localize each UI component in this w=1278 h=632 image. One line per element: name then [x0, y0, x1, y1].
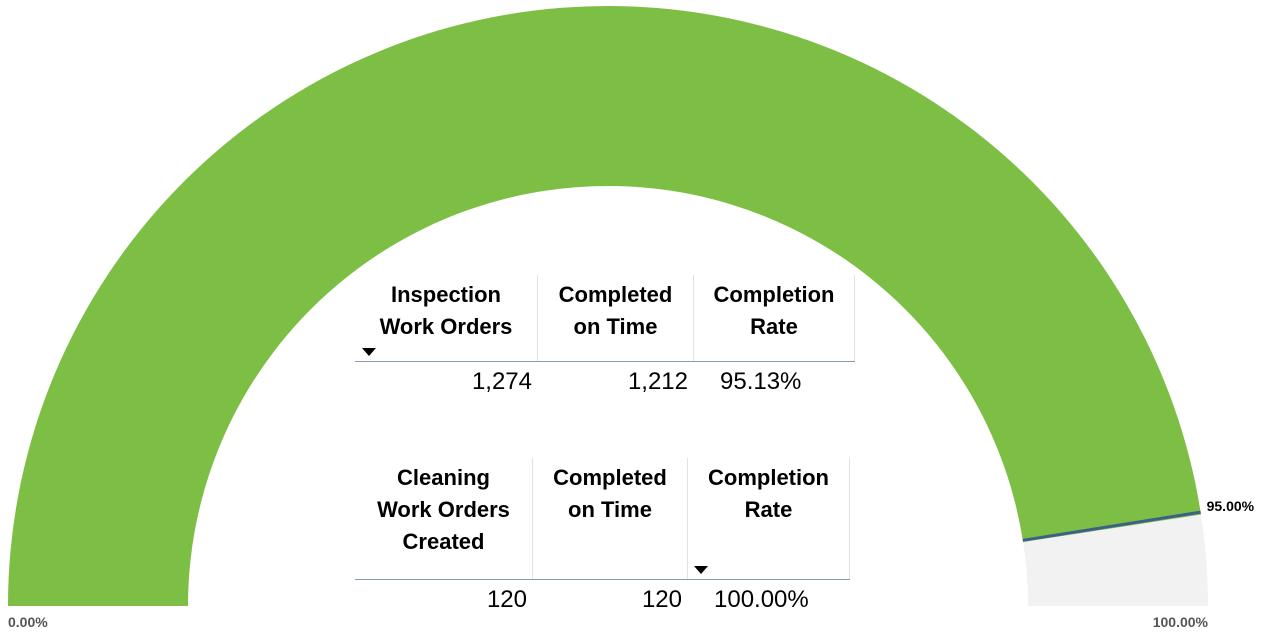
header-cell: Inspection Work Orders — [355, 275, 538, 361]
target-label: 95.00% — [1207, 498, 1255, 514]
table-header: Cleaning Work Orders Created Completed on T… — [355, 458, 850, 580]
header-cell: Completion Rate — [694, 275, 855, 361]
header-cell: Cleaning Work Orders Created — [355, 458, 533, 579]
header-text: on Time — [568, 497, 652, 522]
cell: 120 — [486, 586, 527, 613]
table-row: 120 120 100.00% — [355, 580, 850, 620]
header-text: on Time — [573, 314, 658, 339]
header-cell: Completed on Time — [538, 275, 694, 361]
sort-arrow[interactable] — [362, 348, 376, 356]
cell: 1,274 — [471, 368, 532, 395]
target-line — [1022, 510, 1201, 542]
header-text: Completion — [713, 282, 835, 307]
cell: 95.13% — [720, 368, 802, 395]
cell: 120 — [641, 586, 682, 613]
max-label: 100.00% — [1153, 614, 1209, 630]
header-text: Inspection — [390, 282, 501, 307]
table: Cleaning Work Orders Created Completed on T… — [355, 458, 850, 620]
cell: 100.00% — [714, 586, 809, 613]
header-text: Work Orders — [379, 314, 513, 339]
header-cell: Completed on Time — [533, 458, 688, 579]
min-label: 0.00% — [8, 614, 48, 630]
header-cell: Completion Rate — [688, 458, 850, 579]
header-text: Rate — [744, 497, 793, 522]
sort-arrow[interactable] — [694, 566, 708, 574]
header-text: Rate — [750, 314, 798, 339]
header-text: Completed — [553, 465, 667, 490]
header-text: Completion — [708, 465, 829, 490]
gauge-value — [8, 5, 1201, 607]
header-text: Work Orders — [377, 497, 510, 522]
table-header: Inspection Work Orders Completed on Time C… — [355, 275, 855, 362]
header-text: Cleaning — [397, 465, 490, 490]
table-row: 1,274 1,212 95.13% — [355, 362, 855, 402]
header-text: Completed — [558, 282, 673, 307]
table: Inspection Work Orders Completed on Time C… — [355, 275, 855, 402]
header-text: Created — [402, 529, 485, 554]
cell: 1,212 — [627, 368, 688, 395]
